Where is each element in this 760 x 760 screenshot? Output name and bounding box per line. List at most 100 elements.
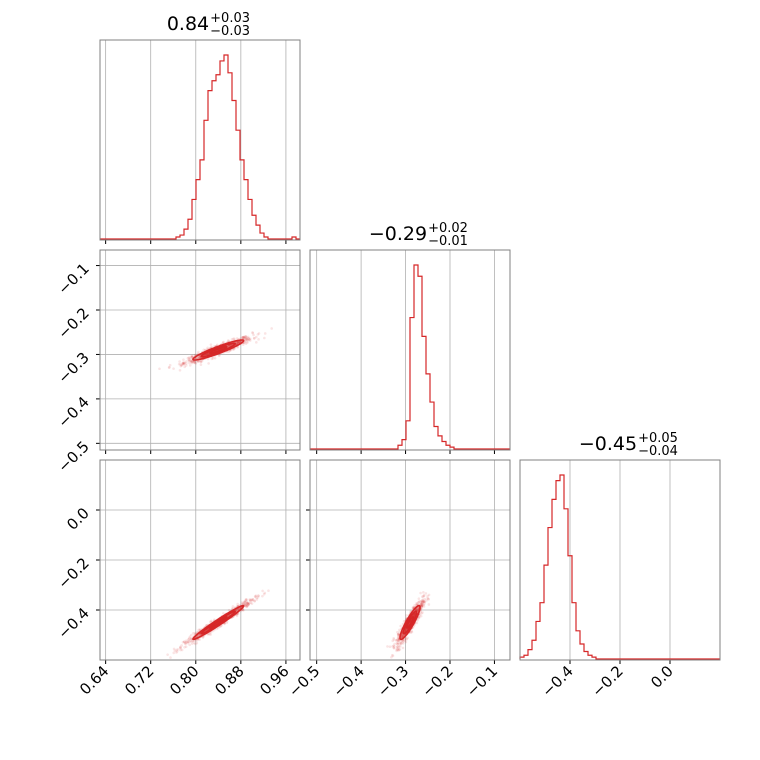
sample-point [253, 595, 257, 599]
panel-frame [99, 249, 301, 451]
sample-point [245, 337, 248, 341]
sample-point [420, 602, 424, 606]
y-tick-label: −0.1 [54, 260, 92, 298]
sample-point [401, 646, 405, 650]
sample-point [395, 649, 398, 653]
sample-point [236, 612, 240, 616]
panel-frame [99, 39, 301, 241]
sample-point [179, 645, 182, 649]
sample-point [187, 640, 190, 644]
sample-point [427, 603, 431, 606]
sample-point [399, 640, 403, 644]
contour-line [192, 339, 245, 361]
sample-point [181, 362, 185, 366]
sample-point [195, 638, 199, 642]
sample-point [242, 335, 246, 339]
sample-point [392, 644, 395, 648]
sample-point [244, 338, 247, 342]
sample-point [242, 335, 245, 339]
sample-point [188, 635, 192, 638]
sample-point [416, 607, 419, 611]
sample-point [202, 348, 206, 352]
sample-point [168, 366, 171, 369]
sample-point [211, 357, 215, 360]
sample-point [257, 338, 260, 341]
sample-point [417, 600, 420, 604]
contour-fill [406, 616, 414, 629]
scatter-panel [166, 589, 270, 659]
panel-grid [100, 460, 300, 660]
sample-point [263, 591, 267, 595]
sample-point [190, 642, 194, 646]
sample-point [222, 612, 225, 615]
panel-frame [519, 459, 721, 661]
contour-fill [192, 340, 244, 360]
sample-point [190, 640, 193, 644]
sample-point [227, 608, 231, 612]
contour-fill [201, 343, 236, 357]
sample-point [213, 356, 217, 360]
sample-point [420, 606, 424, 610]
sample-point [405, 638, 408, 641]
sample-point [185, 360, 188, 363]
sample-point [191, 639, 195, 643]
sample-point [192, 360, 196, 364]
sample-point [187, 638, 190, 641]
sample-point [182, 640, 186, 644]
x-tick-label: −0.3 [374, 662, 412, 700]
sample-point [249, 598, 252, 602]
sample-point [398, 642, 401, 645]
y-tick-label: −0.5 [54, 437, 92, 475]
sample-point [412, 605, 415, 609]
sample-point [257, 332, 261, 335]
sample-point [184, 639, 188, 643]
sample-point [243, 602, 247, 606]
x-tick-label: 0.0 [647, 662, 677, 692]
sample-point [216, 343, 219, 347]
sample-point [241, 602, 245, 606]
sample-point [422, 594, 426, 598]
sample-point [409, 631, 413, 634]
sample-point [243, 336, 247, 340]
sample-point [169, 656, 172, 659]
sample-point [396, 638, 399, 642]
x-tick-label: 0.96 [256, 662, 292, 698]
sample-point [419, 614, 423, 618]
sample-point [188, 640, 191, 643]
sample-point [397, 646, 400, 649]
sample-point [262, 592, 266, 596]
sample-point [179, 646, 182, 650]
sample-point [406, 636, 409, 640]
sample-point [263, 332, 267, 335]
sample-point [193, 361, 197, 365]
sample-point [396, 637, 400, 640]
sample-point [192, 641, 196, 644]
sample-point [236, 340, 240, 344]
sample-point [235, 614, 239, 618]
sample-point [255, 596, 258, 600]
contour-fill [403, 611, 417, 634]
sample-point [252, 333, 255, 337]
sample-point [244, 342, 248, 346]
x-tick-label: −0.1 [463, 662, 501, 700]
sample-point [395, 638, 398, 642]
sample-point [188, 643, 192, 647]
sample-point [402, 639, 405, 643]
sample-point [395, 648, 398, 651]
sample-point [191, 355, 194, 359]
sample-point [177, 362, 181, 366]
contour-line [399, 604, 421, 641]
sample-point [418, 600, 421, 603]
panel-frame [309, 459, 511, 661]
sample-point [175, 650, 179, 653]
sample-point [421, 611, 424, 614]
sample-point [223, 622, 226, 626]
sample-point [417, 616, 421, 620]
sample-point [181, 361, 185, 365]
x-tick-label: 0.80 [166, 662, 202, 698]
sample-point [247, 602, 251, 606]
sample-point [236, 341, 240, 345]
sample-point [245, 338, 249, 341]
sample-point [182, 363, 186, 366]
